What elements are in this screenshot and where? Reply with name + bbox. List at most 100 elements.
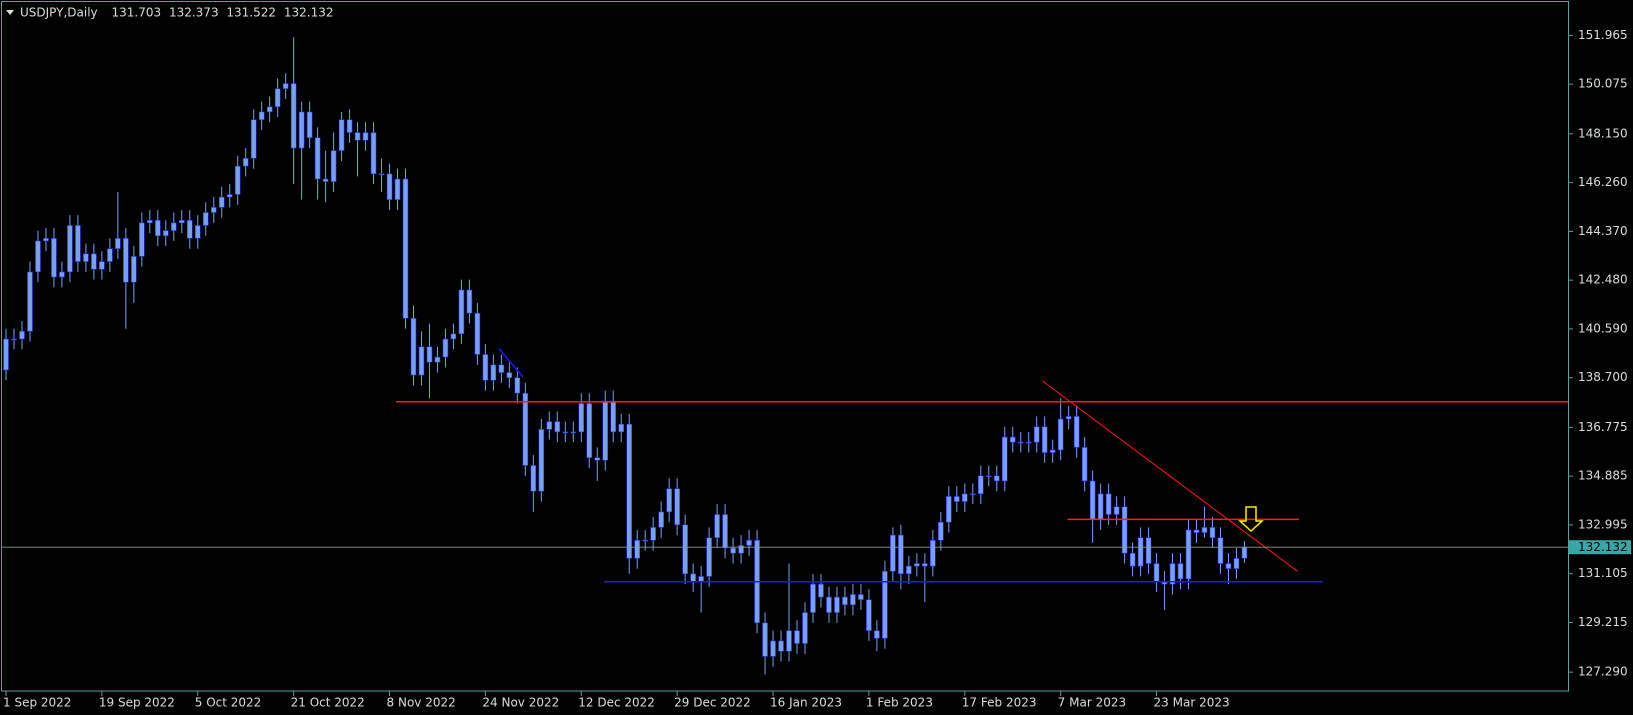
candle-body [898, 534, 904, 575]
candle-body [178, 219, 185, 224]
symbol-title: USDJPY,Daily 131.703 132.373 131.522 132… [20, 5, 333, 19]
candle-body [954, 496, 960, 502]
candle-body [442, 338, 449, 358]
candle-body [258, 111, 265, 120]
y-tick-label: 148.150 [1578, 126, 1628, 140]
candle-body [506, 372, 513, 379]
candle-body [67, 225, 73, 273]
candle-body [115, 238, 121, 249]
candle-body [794, 630, 800, 644]
candle-body [578, 403, 585, 433]
candle-body [602, 400, 609, 461]
candle-body [450, 333, 457, 340]
candle-body [530, 465, 537, 492]
candle-body [842, 596, 848, 606]
candle-body [1185, 529, 1192, 580]
candle-body [91, 253, 97, 270]
candle-body [83, 253, 89, 262]
candle-body [1201, 527, 1208, 533]
candle-body [698, 576, 704, 582]
candle-body [282, 83, 289, 89]
y-tick-label: 132.995 [1578, 517, 1628, 531]
candle-body [674, 488, 680, 526]
candle-body [985, 475, 992, 478]
candle-body [1169, 563, 1176, 585]
candle-body [770, 640, 776, 657]
x-tick-label: 1 Sep 2022 [3, 696, 71, 710]
candle-body [27, 271, 33, 332]
short-trend-line [498, 348, 524, 378]
x-tick-label: 16 Jan 2023 [770, 696, 842, 710]
candle-body [1177, 563, 1184, 580]
candle-body [890, 534, 896, 572]
candle-body [210, 207, 217, 213]
y-tick-label: 129.215 [1578, 615, 1628, 629]
candle-body [874, 630, 880, 639]
candle-body [226, 194, 233, 198]
candle-body [802, 612, 808, 644]
candle-body [730, 547, 736, 554]
candle-body [1009, 436, 1016, 443]
candle-body [378, 173, 385, 176]
candle-body [490, 364, 497, 381]
candle-body [11, 338, 17, 341]
candle-body [75, 225, 81, 262]
x-tick-label: 19 Sep 2022 [99, 696, 175, 710]
candle-body [402, 178, 409, 319]
candle-body [186, 219, 193, 239]
candle-body [858, 594, 864, 600]
candle-body [202, 212, 209, 226]
candle-body [43, 238, 49, 242]
open-value: 131.703 [112, 5, 162, 19]
x-tick-label: 12 Dec 2022 [578, 696, 655, 710]
y-tick-label: 151.965 [1578, 28, 1628, 42]
candle-body [634, 539, 641, 559]
candle-body [163, 230, 169, 237]
candle-body [274, 88, 281, 108]
candle-body [810, 583, 816, 613]
candle-body [834, 596, 840, 613]
candle-body [1073, 416, 1080, 448]
candle-body [1041, 426, 1048, 453]
candle-body [850, 594, 856, 606]
candle-body [618, 423, 625, 433]
candle-body [131, 256, 137, 283]
candle-body [290, 83, 297, 149]
candle-body [914, 563, 920, 567]
candle-body [1113, 506, 1120, 515]
candle-body [594, 457, 601, 461]
candle-body [538, 429, 545, 492]
candle-body [826, 596, 832, 613]
close-value: 132.132 [284, 5, 334, 19]
candle-body [1001, 436, 1008, 482]
candle-body [650, 527, 656, 541]
y-tick-label: 136.775 [1578, 420, 1628, 434]
candle-body [642, 539, 649, 542]
candle-body [107, 248, 113, 262]
plot-frame [1, 1, 1569, 692]
y-tick-label: 131.105 [1578, 566, 1628, 580]
candle-body [19, 330, 25, 340]
candle-body [346, 119, 353, 133]
y-tick-label: 127.290 [1578, 665, 1628, 679]
candle-body [562, 431, 569, 434]
candle-body [250, 119, 257, 159]
candle-body [658, 511, 664, 528]
candle-body [1097, 493, 1104, 520]
candle-body [1153, 563, 1160, 582]
high-value: 132.373 [169, 5, 219, 19]
candle-body [498, 364, 505, 373]
current-price-box [1569, 540, 1631, 555]
candle-body [266, 106, 273, 113]
candle-body [866, 599, 872, 631]
candle-body [370, 132, 377, 175]
candle-body [322, 178, 329, 182]
candle-body [1065, 416, 1072, 420]
candle-body [1057, 418, 1064, 451]
candle-body [3, 338, 9, 371]
candle-body [51, 238, 57, 278]
candle-body [690, 573, 696, 582]
candle-body [714, 514, 720, 539]
x-tick-label: 8 Nov 2022 [387, 696, 456, 710]
